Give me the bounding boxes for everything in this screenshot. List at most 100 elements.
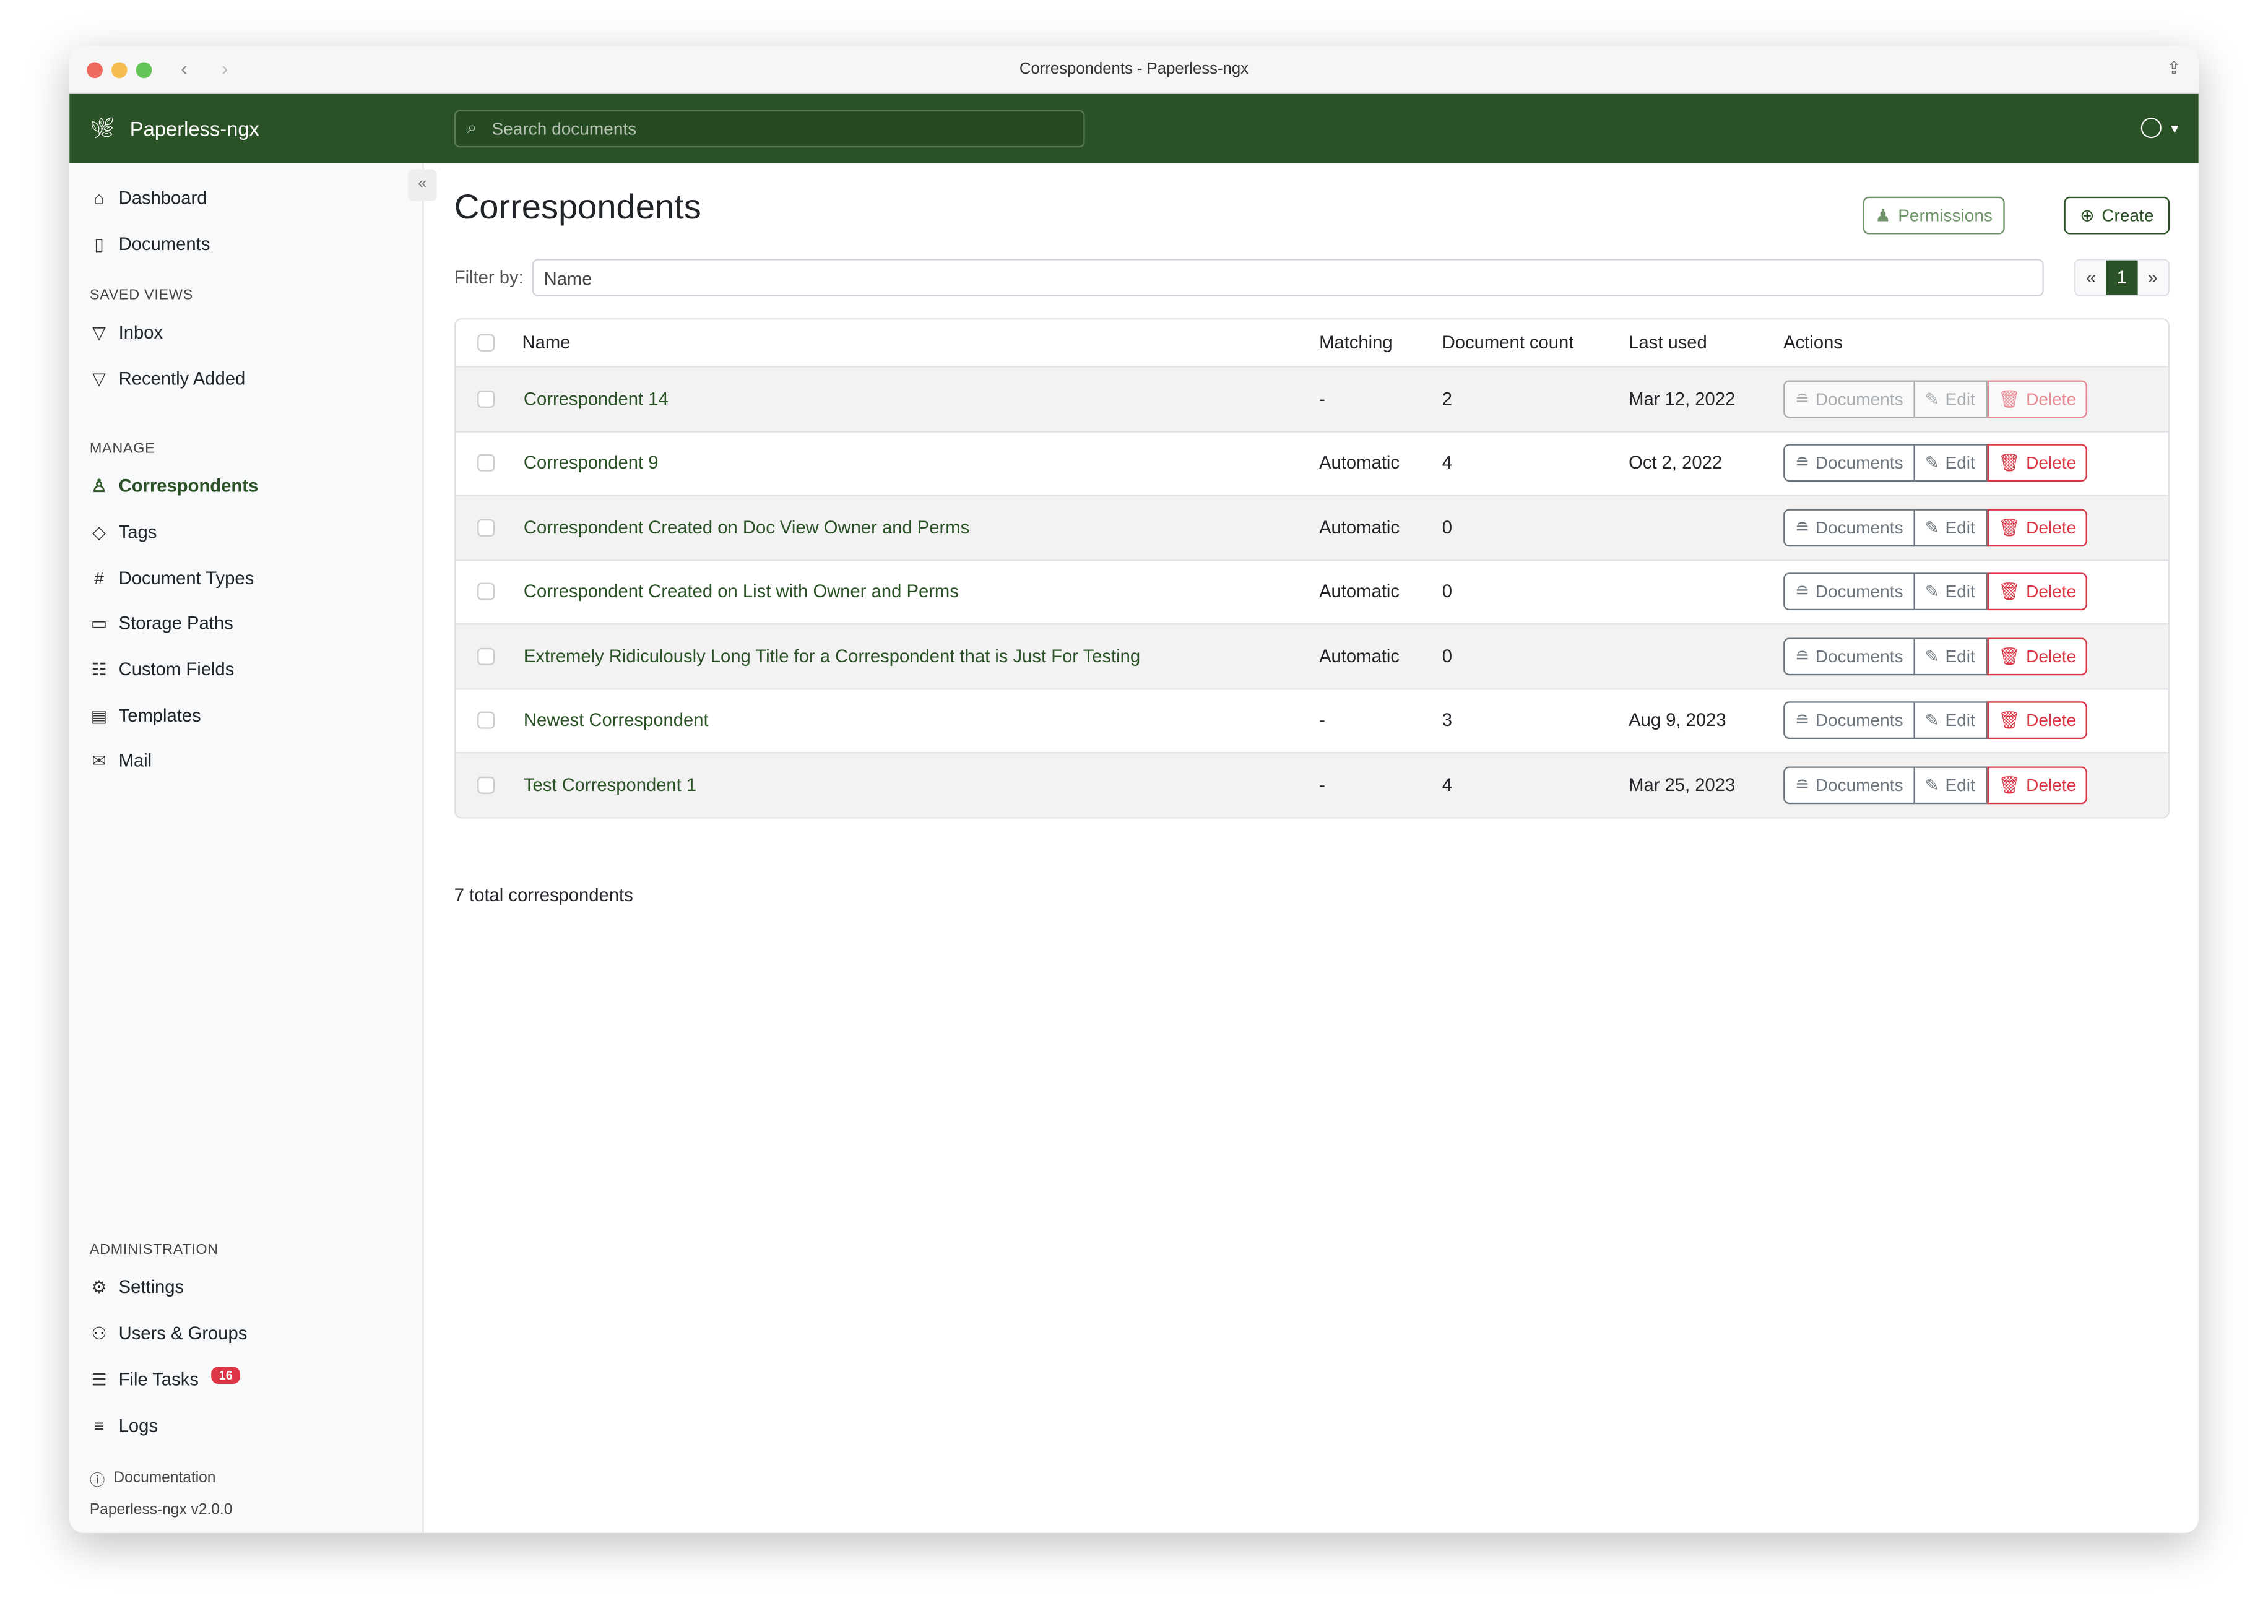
column-header-document-count[interactable]: Document count [1442,332,1574,353]
correspondent-name-link[interactable]: Correspondent Created on List with Owner… [523,581,959,602]
pencil-icon: ✎ [1924,774,1940,795]
forward-icon[interactable]: › [221,56,228,80]
documents-button[interactable]: ≘ Documents [1783,379,1915,418]
brand-link[interactable]: 🌿︎ Paperless-ngx [90,116,259,140]
sidebar-item-correspondents[interactable]: ♙ Correspondents [90,476,258,496]
app-header: 🌿︎ Paperless-ngx ⌕ Search documents ◯ ▼ [69,93,2199,164]
documents-button[interactable]: ≘ Documents [1783,444,1915,482]
sidebar-item-file-tasks[interactable]: ☰ File Tasks 16 [90,1367,240,1390]
correspondent-name-link[interactable]: Correspondent 14 [523,388,669,409]
chevron-double-left-icon: « [418,175,427,192]
edit-button[interactable]: ✎ Edit [1915,379,1987,418]
user-menu-button[interactable]: ◯ ▼ [2140,114,2181,139]
sidebar-item-documents[interactable]: ▯ Documents [90,235,210,255]
edit-label: Edit [1945,517,1975,538]
sidebar-item-templates[interactable]: ▤ Templates [90,706,201,726]
row-checkbox[interactable] [477,583,495,601]
row-checkbox[interactable] [477,519,495,537]
matching-value: - [1319,774,1325,795]
delete-button[interactable]: 🗑︎ Delete [1986,444,2088,482]
edit-button[interactable]: ✎ Edit [1915,508,1987,546]
sidebar-item-settings[interactable]: ⚙ Settings [90,1277,184,1297]
delete-button[interactable]: 🗑︎ Delete [1986,637,2088,675]
delete-button[interactable]: 🗑︎ Delete [1986,766,2088,804]
row-checkbox[interactable] [477,390,495,408]
sidebar-item-label: Tags [118,522,157,543]
documents-button[interactable]: ≘ Documents [1783,637,1915,675]
row-actions: ≘ Documents ✎ Edit 🗑︎ Delete [1783,444,2088,482]
edit-button[interactable]: ✎ Edit [1915,572,1987,611]
create-button[interactable]: ⊕ Create [2064,196,2170,235]
column-header-name[interactable]: Name [522,332,571,353]
row-checkbox[interactable] [477,776,495,794]
delete-button[interactable]: 🗑︎ Delete [1986,701,2088,740]
trash-icon: 🗑︎ [1998,452,2020,473]
filter-icon: ≘ [1794,388,1810,409]
filter-icon: ≘ [1794,581,1810,602]
document-count-value: 0 [1442,517,1452,538]
minimize-window-button[interactable] [111,62,128,79]
permissions-button[interactable]: ♟ Permissions [1863,196,2005,235]
page-1-button[interactable]: 1 [2106,260,2137,295]
correspondent-name-link[interactable]: Test Correspondent 1 [523,774,697,795]
sidebar-item-logs[interactable]: ≡ Logs [90,1416,158,1436]
document-count-value: 0 [1442,646,1452,667]
sidebar-item-inbox[interactable]: ▽ Inbox [90,322,163,343]
previous-page-button[interactable]: « [2085,267,2097,288]
saved-views-heading: SAVED VIEWS [89,288,193,304]
documents-label: Documents [1815,452,1903,473]
edit-button[interactable]: ✎ Edit [1915,766,1987,804]
correspondent-name-link[interactable]: Correspondent 9 [523,452,659,473]
back-icon[interactable]: ‹ [181,56,188,80]
delete-button[interactable]: 🗑︎ Delete [1986,572,2088,611]
share-icon[interactable]: ⇪ [2166,58,2181,79]
edit-label: Edit [1945,710,1975,731]
documentation-link[interactable]: ⓘ Documentation [90,1469,216,1491]
sidebar-item-mail[interactable]: ✉ Mail [90,751,152,771]
pencil-icon: ✎ [1924,388,1940,409]
sidebar-item-users-groups[interactable]: ⚇ Users & Groups [90,1323,247,1344]
document-count-value: 4 [1442,774,1452,795]
sidebar-item-dashboard[interactable]: ⌂ Dashboard [90,188,207,209]
correspondent-name-link[interactable]: Extremely Ridiculously Long Title for a … [523,646,1141,667]
filter-name-input[interactable]: Name [532,259,2044,297]
edit-button[interactable]: ✎ Edit [1915,701,1987,740]
delete-button[interactable]: 🗑︎ Delete [1986,379,2088,418]
row-actions: ≘ Documents ✎ Edit 🗑︎ Delete [1783,379,2088,418]
matching-value: Automatic [1319,517,1400,538]
sidebar-item-recently-added[interactable]: ▽ Recently Added [90,369,245,389]
select-all-checkbox[interactable] [477,334,495,352]
search-input[interactable]: ⌕ Search documents [454,110,1085,148]
ui-radios-icon: ☷ [91,659,107,680]
matching-value: Automatic [1319,452,1400,473]
row-checkbox[interactable] [477,712,495,730]
delete-button[interactable]: 🗑︎ Delete [1986,508,2088,546]
documents-button[interactable]: ≘ Documents [1783,508,1915,546]
documents-button[interactable]: ≘ Documents [1783,572,1915,611]
sidebar-item-document-types[interactable]: # Document Types [90,568,254,589]
person-icon: ♙ [91,475,107,496]
version-label: Paperless-ngx v2.0.0 [89,1501,233,1519]
documentation-label: Documentation [113,1469,216,1487]
documents-button[interactable]: ≘ Documents [1783,701,1915,740]
row-checkbox[interactable] [477,647,495,665]
correspondent-name-link[interactable]: Correspondent Created on Doc View Owner … [523,517,970,538]
sidebar-item-label: Settings [118,1277,184,1298]
row-checkbox[interactable] [477,454,495,472]
sidebar-item-label: Mail [118,750,152,771]
column-header-matching[interactable]: Matching [1319,332,1393,353]
correspondent-name-link[interactable]: Newest Correspondent [523,710,709,731]
collapse-sidebar-button[interactable]: « [407,169,437,201]
maximize-window-button[interactable] [136,62,152,79]
sidebar-item-tags[interactable]: ◇ Tags [90,522,157,543]
close-window-button[interactable] [87,62,103,79]
edit-button[interactable]: ✎ Edit [1915,444,1987,482]
sidebar-item-custom-fields[interactable]: ☷ Custom Fields [90,660,234,680]
edit-button[interactable]: ✎ Edit [1915,637,1987,675]
column-header-last-used[interactable]: Last used [1629,332,1707,353]
next-page-button[interactable]: » [2147,267,2158,288]
pencil-icon: ✎ [1924,581,1940,602]
people-icon: ⚇ [91,1323,107,1344]
documents-button[interactable]: ≘ Documents [1783,766,1915,804]
sidebar-item-storage-paths[interactable]: ▭ Storage Paths [90,613,233,634]
